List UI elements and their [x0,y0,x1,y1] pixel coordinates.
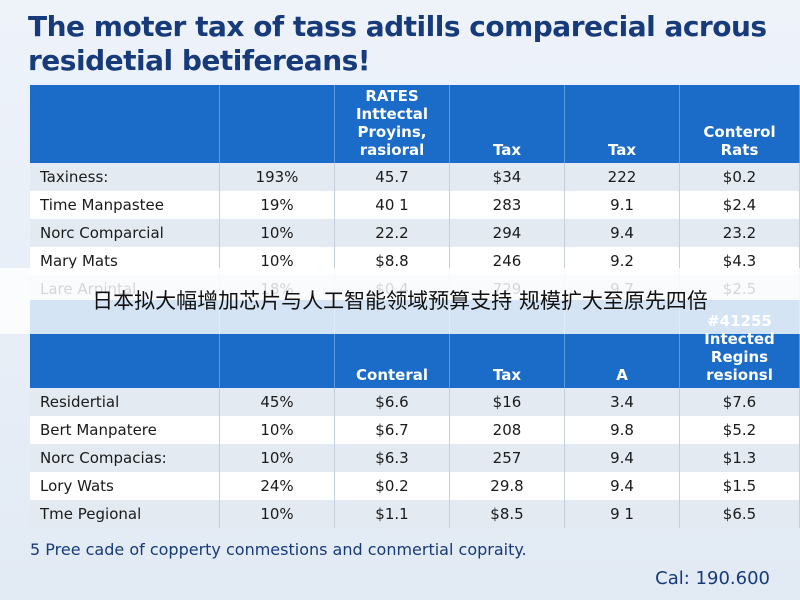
cell: 40 1 [334,191,450,219]
cell: 10% [219,500,335,528]
row: Lory Wats 24% $0.2 29.8 9.4 $1.5 [30,472,800,500]
cell: 24% [219,472,335,500]
cell: $7.6 [679,388,800,416]
cell: $0.2 [334,472,450,500]
cell: $6.3 [334,444,450,472]
cell: $0.2 [679,163,800,191]
row: Norc Compacias: 10% $6.3 257 9.4 $1.3 [30,444,800,472]
cell: 10% [219,444,335,472]
cell: 208 [449,416,565,444]
cell: 283 [449,191,565,219]
cell: 23.2 [679,219,800,247]
cell: 3.4 [564,388,680,416]
header-cell: RATES Inttectal Proyins, rasioral [334,85,450,163]
row: Time Manpastee 19% 40 1 283 9.1 $2.4 [30,191,800,219]
header-cell: Tax [564,85,680,163]
cell: 9.8 [564,416,680,444]
footer-note: 5 Pree cade of copperty conmestions and … [30,540,527,559]
row: Tme Pegional 10% $1.1 $8.5 9 1 $6.5 [30,500,800,528]
cell: $8.5 [449,500,565,528]
row: Norc Comparcial 10% 22.2 294 9.4 23.2 [30,219,800,247]
row: Taxiness: 193% 45.7 $34 222 $0.2 [30,163,800,191]
title-line: The moter tax of tass adtills comparecia… [28,10,767,43]
cell: $6.7 [334,416,450,444]
cell: $1.5 [679,472,800,500]
cell: 19% [219,191,335,219]
cell: Taxiness: [30,163,220,191]
row: Residertial 45% $6.6 $16 3.4 $7.6 [30,388,800,416]
cell: $2.4 [679,191,800,219]
cell: Residertial [30,388,220,416]
banner: 日本拟大幅增加芯片与人工智能领域预算支持 规模扩大至原先四倍 [0,268,800,334]
cell: 22.2 [334,219,450,247]
cell: Time Manpastee [30,191,220,219]
cell: $16 [449,388,565,416]
header-cell: Conterol Rats [679,85,800,163]
cell: 222 [564,163,680,191]
total: Cal: 190.600 [655,568,770,589]
cell: 193% [219,163,335,191]
header-cell [30,85,220,163]
row: Bert Manpatere 10% $6.7 208 9.8 $5.2 [30,416,800,444]
cell: 45.7 [334,163,450,191]
cell: $1.3 [679,444,800,472]
cell: 45% [219,388,335,416]
cell: Tme Pegional [30,500,220,528]
cell: 10% [219,416,335,444]
cell: 9 1 [564,500,680,528]
cell: 9.4 [564,444,680,472]
cell: $5.2 [679,416,800,444]
header-cell [219,85,335,163]
cell: 9.4 [564,219,680,247]
cell: $1.1 [334,500,450,528]
cell: 10% [219,219,335,247]
cell: Norc Comparcial [30,219,220,247]
cell: 9.4 [564,472,680,500]
cell: 257 [449,444,565,472]
cell: $34 [449,163,565,191]
cell: Lory Wats [30,472,220,500]
header-row: RATES Inttectal Proyins, rasioral Tax Tax C… [30,85,800,163]
cell: $6.5 [679,500,800,528]
cell: 9.1 [564,191,680,219]
cell: Norc Compacias: [30,444,220,472]
cell: 294 [449,219,565,247]
cell: $6.6 [334,388,450,416]
cell: Bert Manpatere [30,416,220,444]
cell: 29.8 [449,472,565,500]
header-cell: Tax [449,85,565,163]
title-line: residetial betifereans! [28,44,371,77]
